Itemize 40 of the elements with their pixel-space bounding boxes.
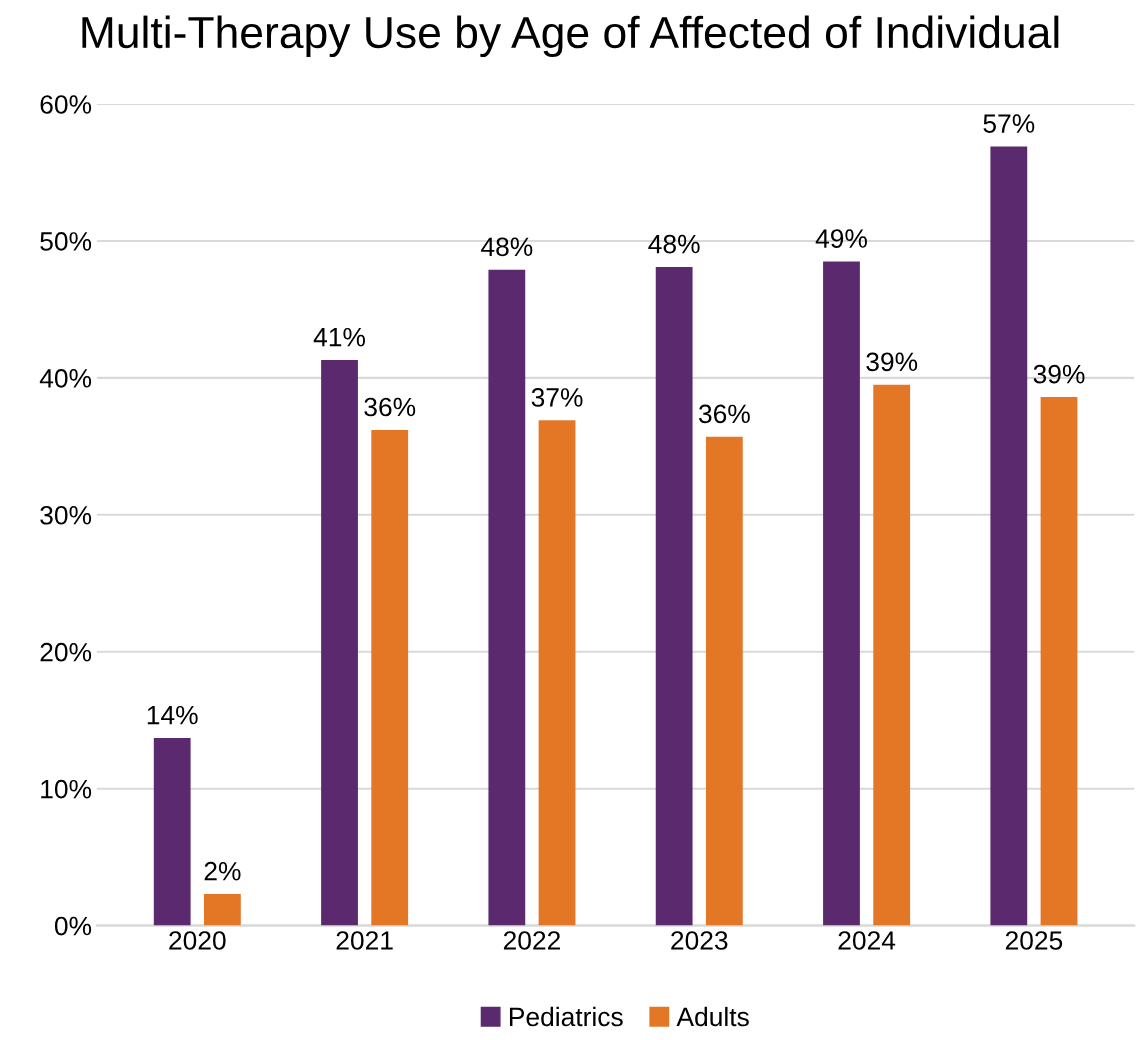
data-label: 2% — [204, 861, 241, 881]
data-label: 48% — [481, 237, 533, 257]
legend-label: Adults — [676, 1006, 749, 1027]
data-label: 49% — [815, 229, 867, 248]
bar — [823, 261, 860, 926]
data-label: 36% — [698, 404, 750, 424]
bar — [371, 429, 409, 926]
legend-label: Pediatrics — [509, 1006, 623, 1027]
bar — [1040, 397, 1078, 926]
bar — [873, 384, 911, 926]
y-tick-label: 0% — [54, 916, 92, 936]
x-tick-label: 2020 — [169, 931, 226, 950]
bar — [488, 269, 526, 926]
bar — [321, 360, 358, 926]
x-tick-label: 2025 — [1005, 931, 1063, 950]
data-label: 41% — [313, 327, 365, 347]
y-tick-label: 20% — [40, 642, 92, 662]
bar — [538, 420, 576, 926]
bar — [655, 266, 693, 926]
y-tick-label: 30% — [40, 505, 92, 525]
bar — [153, 738, 191, 926]
x-tick-label: 2021 — [336, 931, 393, 950]
y-tick-label: 50% — [40, 232, 92, 251]
data-label: 14% — [147, 705, 198, 725]
y-tick-label: 60% — [40, 95, 92, 114]
data-label: 36% — [364, 397, 416, 417]
bar — [990, 146, 1028, 926]
x-tick-label: 2022 — [503, 931, 560, 950]
chart-title: Multi-Therapy Use by Age of Affected of Individual — [82, 15, 1059, 58]
data-label: 37% — [531, 388, 583, 407]
x-tick-label: 2023 — [671, 931, 728, 950]
bar — [203, 894, 241, 926]
data-label: 57% — [983, 114, 1035, 133]
data-label: 48% — [648, 234, 700, 254]
bar — [705, 436, 743, 926]
data-label: 39% — [866, 352, 918, 372]
x-tick-label: 2024 — [838, 931, 896, 950]
y-tick-label: 40% — [39, 369, 92, 388]
data-label: 39% — [1033, 364, 1085, 384]
y-tick-label: 10% — [41, 779, 92, 799]
